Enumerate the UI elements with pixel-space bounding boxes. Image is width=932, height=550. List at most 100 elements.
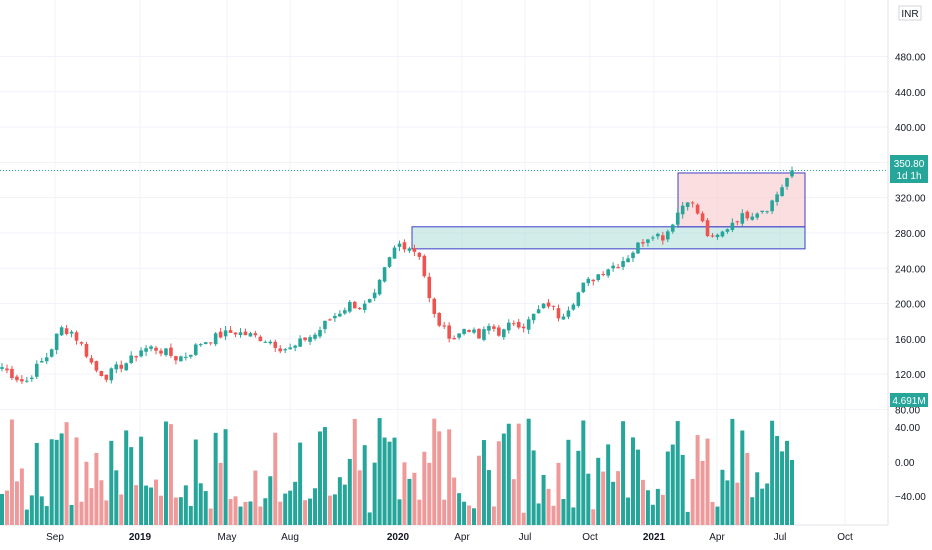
volume-bar [372,462,377,525]
volume-bar [273,432,278,525]
candle-body [506,322,511,331]
volume-bar [765,483,770,525]
candle-body [104,374,109,380]
price-axis: 480.00440.00400.00360.00320.00280.00240.… [895,53,926,503]
volume-bar [511,479,516,525]
candle-body [278,348,283,352]
candle-body [218,331,223,338]
volume-bar [74,437,79,525]
time-tick-label: Sep [46,532,64,543]
candle-body [675,212,680,225]
volume-bar [571,507,576,525]
volume-bar [725,480,730,525]
volume-bar [19,468,24,525]
candle-body [79,342,84,344]
volume-bar [546,488,551,525]
volume-bar [119,494,124,525]
candle-body [243,331,248,336]
volume-bar [645,490,650,525]
candle-body [760,210,764,213]
volume-bars [0,418,794,525]
volume-bar [59,433,64,525]
candle-body [144,348,148,352]
candle-body [263,341,268,343]
candle-body [159,350,163,354]
volume-bar [745,452,750,525]
candle-body [114,364,119,370]
candle-body [338,313,342,317]
volume-bar [467,505,472,525]
volume-bar [303,500,308,525]
candle-body [179,356,183,362]
candle-body [268,341,273,344]
time-tick-label: Jul [519,532,532,543]
volume-bar [283,493,288,525]
countdown-label: 1d 1h [896,171,921,182]
volume-bar [357,470,362,525]
volume-bar [730,418,735,525]
candle-body [720,231,725,237]
volume-bar [462,501,467,525]
volume-bar [104,500,109,525]
volume-bar [49,439,54,525]
candle-body [253,333,258,336]
candle-body [601,274,605,276]
candle-body [49,349,54,357]
volume-bar [566,439,571,525]
candle-body [770,200,774,212]
volume-bar [298,442,303,525]
volume-bar [322,427,327,525]
candle-body [367,299,372,303]
volume-bar [94,452,99,525]
candle-body [661,235,665,241]
candle-body [596,274,601,280]
candle-body [318,330,322,337]
candle-body [775,194,779,202]
volume-bar [531,450,536,525]
time-tick-label: Aug [281,532,299,543]
time-tick-label: 2020 [387,532,410,543]
candle-body [641,242,645,244]
candle-body [39,361,44,363]
candle-body [755,213,760,218]
volume-bar [621,421,626,525]
volume-bar [472,508,477,525]
volume-bar [367,512,372,525]
volume-bar [491,506,496,525]
candle-body [298,338,302,347]
candle-body [536,309,541,314]
candle-body [516,322,521,328]
volume-bar [631,437,636,525]
candle-body [467,330,471,332]
candle-body [20,379,24,382]
candle-body [333,315,337,319]
candle-body [328,319,332,321]
volume-bar [660,494,665,525]
last-price-badge: 350.80 1d 1h [890,155,928,183]
candle-body [352,301,357,309]
candle-body [571,304,576,310]
candle-body [422,255,427,277]
candle-body [680,205,685,215]
volume-bar [377,418,382,525]
candle-body [164,348,168,356]
time-tick-label: May [218,532,237,543]
candle-body [10,368,14,379]
price-tick-label: 400.00 [895,123,926,134]
candle-body [248,333,253,337]
candle-body [154,347,158,351]
candle-body [372,292,377,299]
volume-bar [770,420,775,525]
volume-bar [412,472,417,525]
price-tick-label: 440.00 [895,88,926,99]
volume-bar [516,423,521,525]
volume-bar [139,436,144,525]
volume-bar [432,418,437,525]
candle-body [472,329,476,333]
candle-body [189,354,193,357]
volume-bar [561,499,566,525]
volume-bar [417,499,422,525]
volume-bar [124,430,129,525]
candle-body [357,307,362,310]
